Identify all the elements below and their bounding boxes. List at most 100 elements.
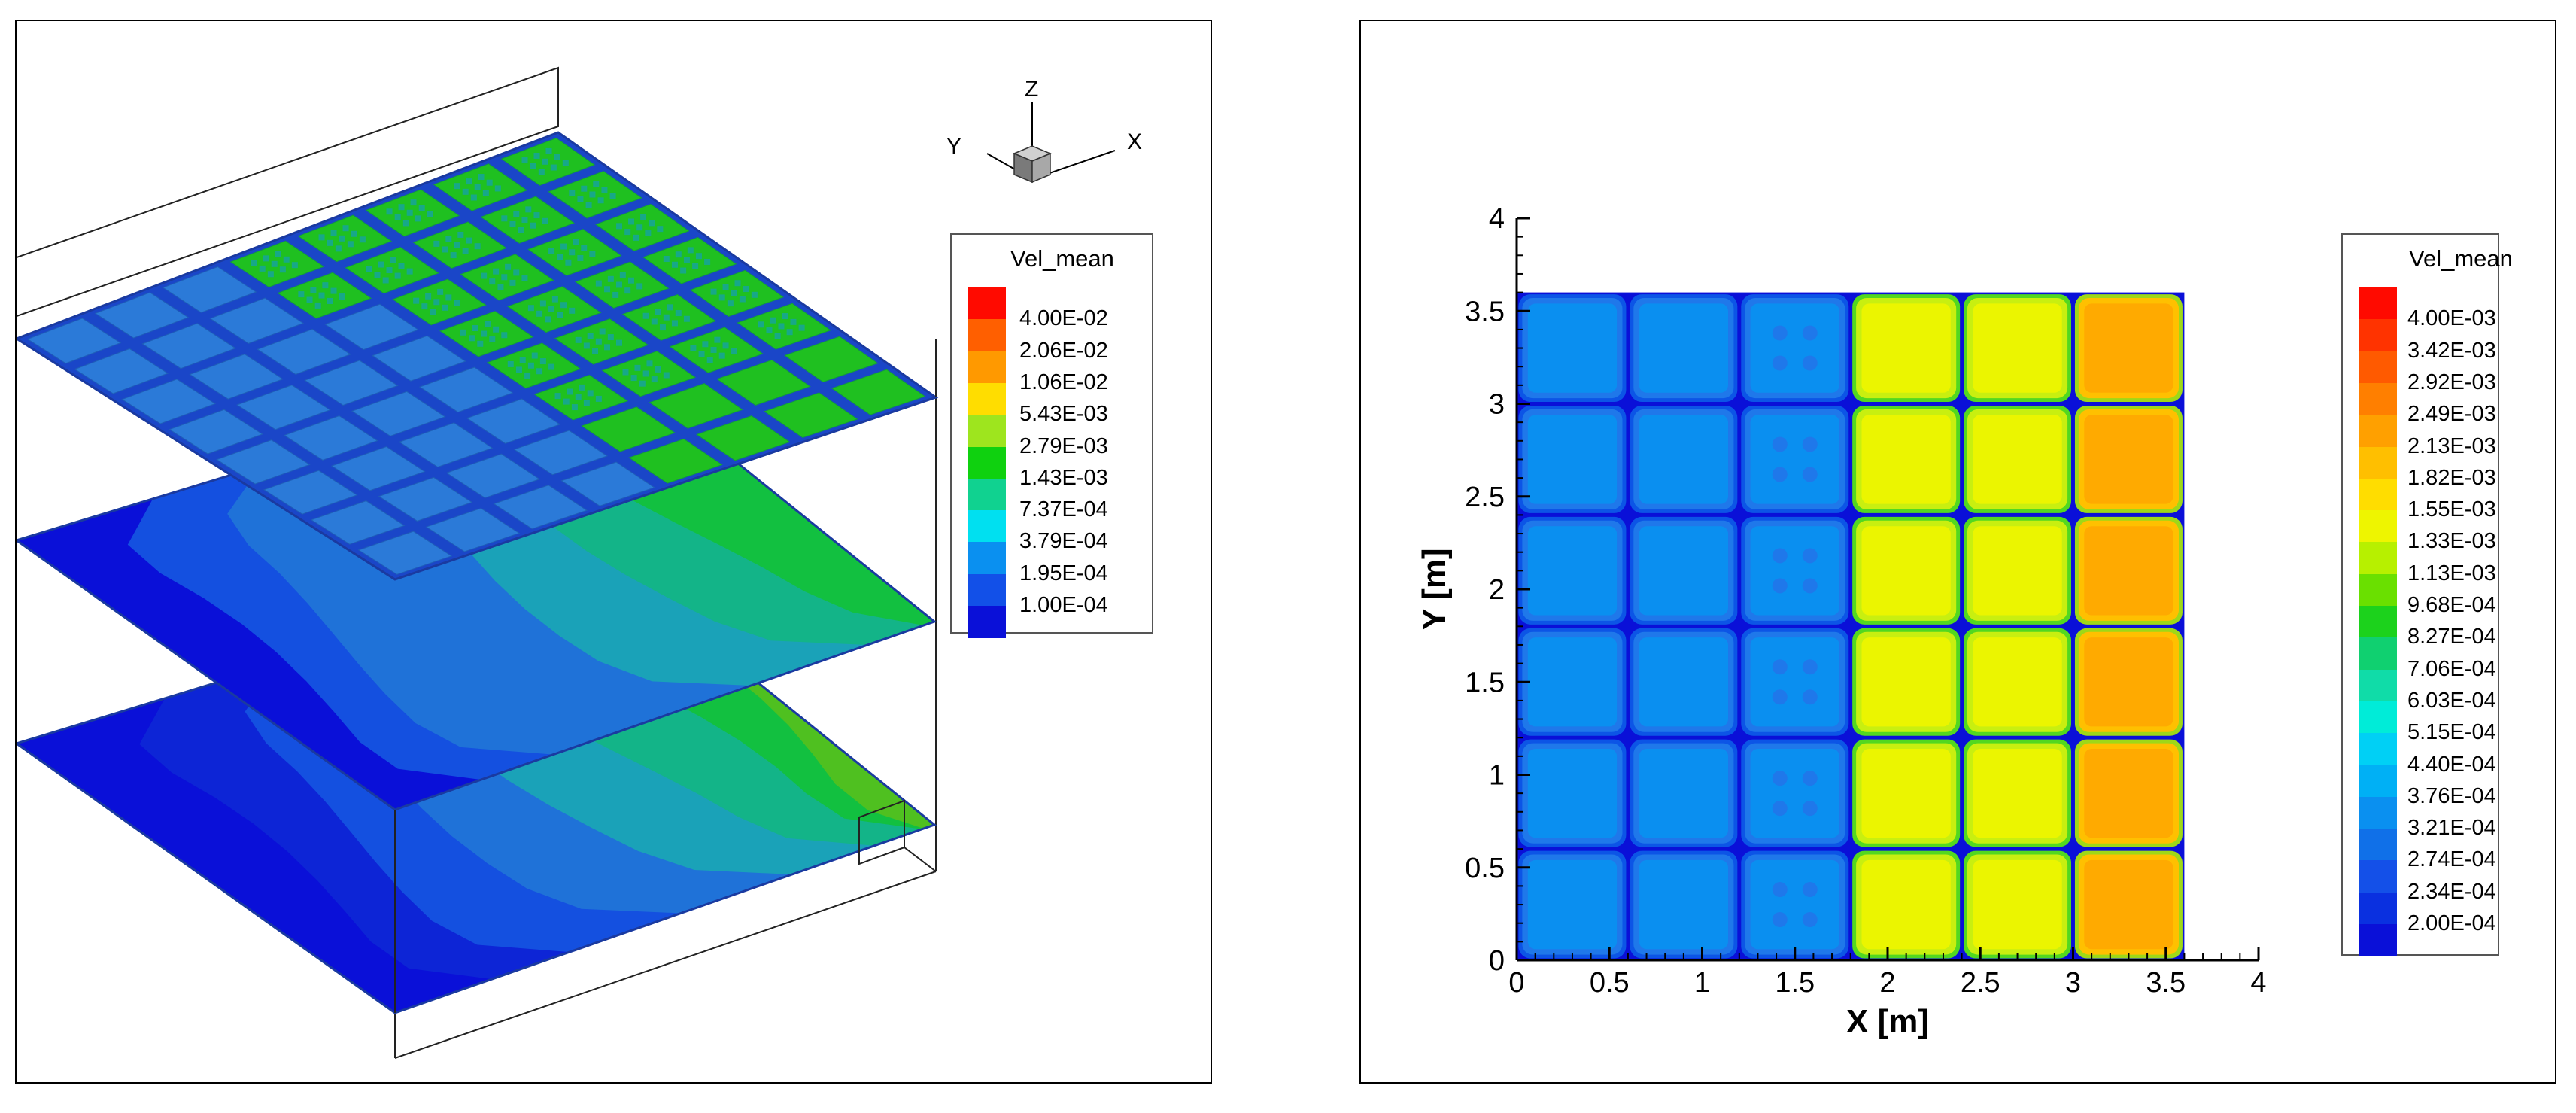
legend-swatch [968, 478, 1006, 512]
cell-speckle [442, 246, 448, 253]
cell-speckle [548, 248, 555, 254]
triad-x-label: X [1127, 129, 1142, 154]
cell-speckle [494, 185, 501, 192]
top-slice-cell [74, 348, 169, 394]
cell-speckle [509, 220, 516, 227]
cell-speckle [565, 259, 572, 266]
cell-speckle [675, 251, 682, 258]
y-tick-label: 1.5 [1465, 667, 1505, 698]
top-slice-cell [425, 507, 521, 552]
cell-speckle [642, 370, 649, 377]
legend-swatch [2359, 829, 2397, 862]
cell-spot [1802, 882, 1818, 898]
cell-spot [1802, 355, 1818, 371]
top-slice-cell [283, 415, 378, 461]
cell-speckle [394, 214, 401, 220]
x-tick-label: 0.5 [1590, 967, 1630, 999]
cell-core [1750, 303, 1839, 393]
top-slice-cell [560, 461, 655, 506]
box-edge [394, 871, 937, 1059]
cell-speckle [734, 280, 741, 287]
legend-swatch [2359, 701, 2397, 734]
top-slice-cell [581, 406, 676, 452]
top-slice-cell [628, 438, 723, 484]
cell-speckle [267, 271, 274, 278]
cell-speckle [486, 179, 493, 186]
cell-speckle [489, 278, 496, 285]
cell-speckle [474, 243, 481, 250]
cell-speckle [318, 292, 325, 299]
cell-spot [1772, 801, 1788, 817]
cell-speckle [298, 291, 305, 298]
legend-label: 5.43E-03 [1019, 402, 1108, 427]
cell-speckle [251, 260, 257, 266]
cell-speckle [671, 320, 678, 327]
legend-label: 1.95E-04 [1019, 561, 1108, 585]
cell-core [2084, 748, 2174, 838]
cell-speckle [595, 338, 602, 345]
cell-speckle [633, 234, 639, 241]
legend-swatch [2359, 733, 2397, 766]
cell-speckle [616, 223, 623, 230]
cell-speckle [706, 357, 713, 363]
cell-speckle [374, 271, 381, 278]
cell-speckle [569, 190, 576, 196]
cell-speckle [782, 313, 788, 320]
cell-speckle [550, 164, 557, 171]
cell-speckle [518, 227, 524, 233]
cell-core [1861, 415, 1951, 504]
cell-spot [1802, 801, 1818, 817]
right-legend-title: Vel_mean [2409, 245, 2513, 272]
cell-speckle [645, 230, 652, 237]
legend-swatch [2359, 765, 2397, 798]
x-tick-label: 1.5 [1775, 967, 1815, 999]
cell-speckle [433, 299, 440, 306]
cell-speckle [310, 287, 317, 293]
cell-core [1639, 748, 1729, 838]
cell-speckle [595, 280, 602, 287]
cell-spot [1802, 548, 1818, 564]
y-tick-label: 0.5 [1465, 853, 1505, 884]
cell-speckle [567, 388, 573, 395]
cell-speckle [786, 329, 793, 336]
legend-swatch [2359, 319, 2397, 352]
cell-core [2084, 859, 2174, 950]
cell-speckle [615, 339, 622, 346]
cell-speckle [386, 208, 393, 215]
cell-core [2084, 526, 2174, 616]
legend-label: 2.49E-03 [2407, 402, 2496, 427]
cell-core [1527, 859, 1618, 950]
cell-speckle [607, 275, 614, 282]
cell-speckle [548, 306, 555, 313]
legend-swatch [968, 573, 1006, 607]
top-slice-cell [324, 303, 419, 351]
cell-speckle [327, 239, 333, 246]
cell-speckle [291, 262, 298, 269]
cell-spot [1772, 325, 1788, 341]
top-slice-cell [493, 485, 588, 530]
axis-triad: Z Y X [946, 77, 1142, 184]
cell-speckle [466, 237, 472, 244]
cell-core [1750, 415, 1839, 504]
cell-speckle [587, 390, 594, 397]
cell-speckle [671, 261, 678, 268]
legend-swatch [968, 606, 1006, 639]
cell-speckle [450, 252, 457, 259]
cell-speckle [692, 263, 699, 269]
cell-speckle [639, 380, 646, 387]
legend-label: 5.15E-04 [2407, 720, 2496, 745]
y-tick-label: 0 [1489, 945, 1505, 977]
cell-speckle [454, 183, 460, 190]
cell-speckle [445, 294, 452, 301]
top-slice-cell [378, 476, 473, 522]
cell-speckle [513, 269, 520, 276]
cell-speckle [469, 335, 475, 342]
top-slice-cell [169, 409, 263, 455]
cell-speckle [330, 230, 337, 236]
cell-speckle [339, 293, 345, 300]
cell-speckle [421, 303, 428, 310]
legend-swatch [968, 382, 1006, 416]
cell-speckle [655, 366, 661, 373]
cell-speckle [398, 263, 405, 269]
top-slice-cell [94, 292, 190, 339]
